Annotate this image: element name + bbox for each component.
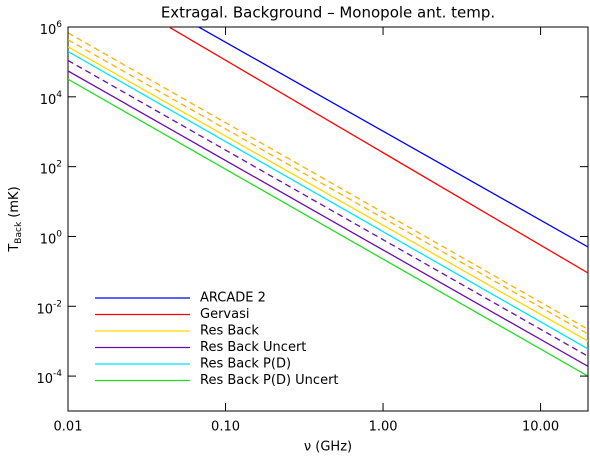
series-line xyxy=(167,27,588,274)
series-line xyxy=(197,27,588,248)
series-line xyxy=(68,59,588,357)
legend-label: Res Back P(D) xyxy=(200,357,291,372)
plot-frame xyxy=(67,26,589,412)
series-line xyxy=(68,70,588,367)
x-tick-label: 0.01 xyxy=(54,420,83,435)
legend-label: Res Back Uncert xyxy=(200,340,306,355)
x-tick-label: 1.00 xyxy=(369,420,398,435)
series-line xyxy=(68,78,588,377)
chart-title: Extragal. Background – Monopole ant. tem… xyxy=(161,4,495,22)
y-tick-label: 10-2 xyxy=(36,299,62,317)
y-tick-label: 102 xyxy=(40,159,62,177)
x-axis-label: ν (GHz) xyxy=(304,440,352,455)
x-tick-label: 10.00 xyxy=(522,420,559,435)
legend-label: Res Back P(D) Uncert xyxy=(200,373,339,388)
y-tick-label: 100 xyxy=(40,229,63,247)
x-tick-label: 0.10 xyxy=(211,420,240,435)
series-line xyxy=(68,39,588,335)
series-line xyxy=(68,32,588,330)
legend-label: Gervasi xyxy=(200,307,249,322)
y-tick-label: 104 xyxy=(40,89,63,107)
series-line xyxy=(68,46,588,342)
legend-label: Res Back xyxy=(200,324,259,339)
legend-label: ARCADE 2 xyxy=(200,291,266,306)
y-tick-label: 10-4 xyxy=(36,369,62,387)
lines xyxy=(68,27,588,377)
y-axis-label: TBack (mK) xyxy=(7,186,24,252)
y-tick-label: 106 xyxy=(40,20,63,38)
series-line xyxy=(68,50,588,350)
